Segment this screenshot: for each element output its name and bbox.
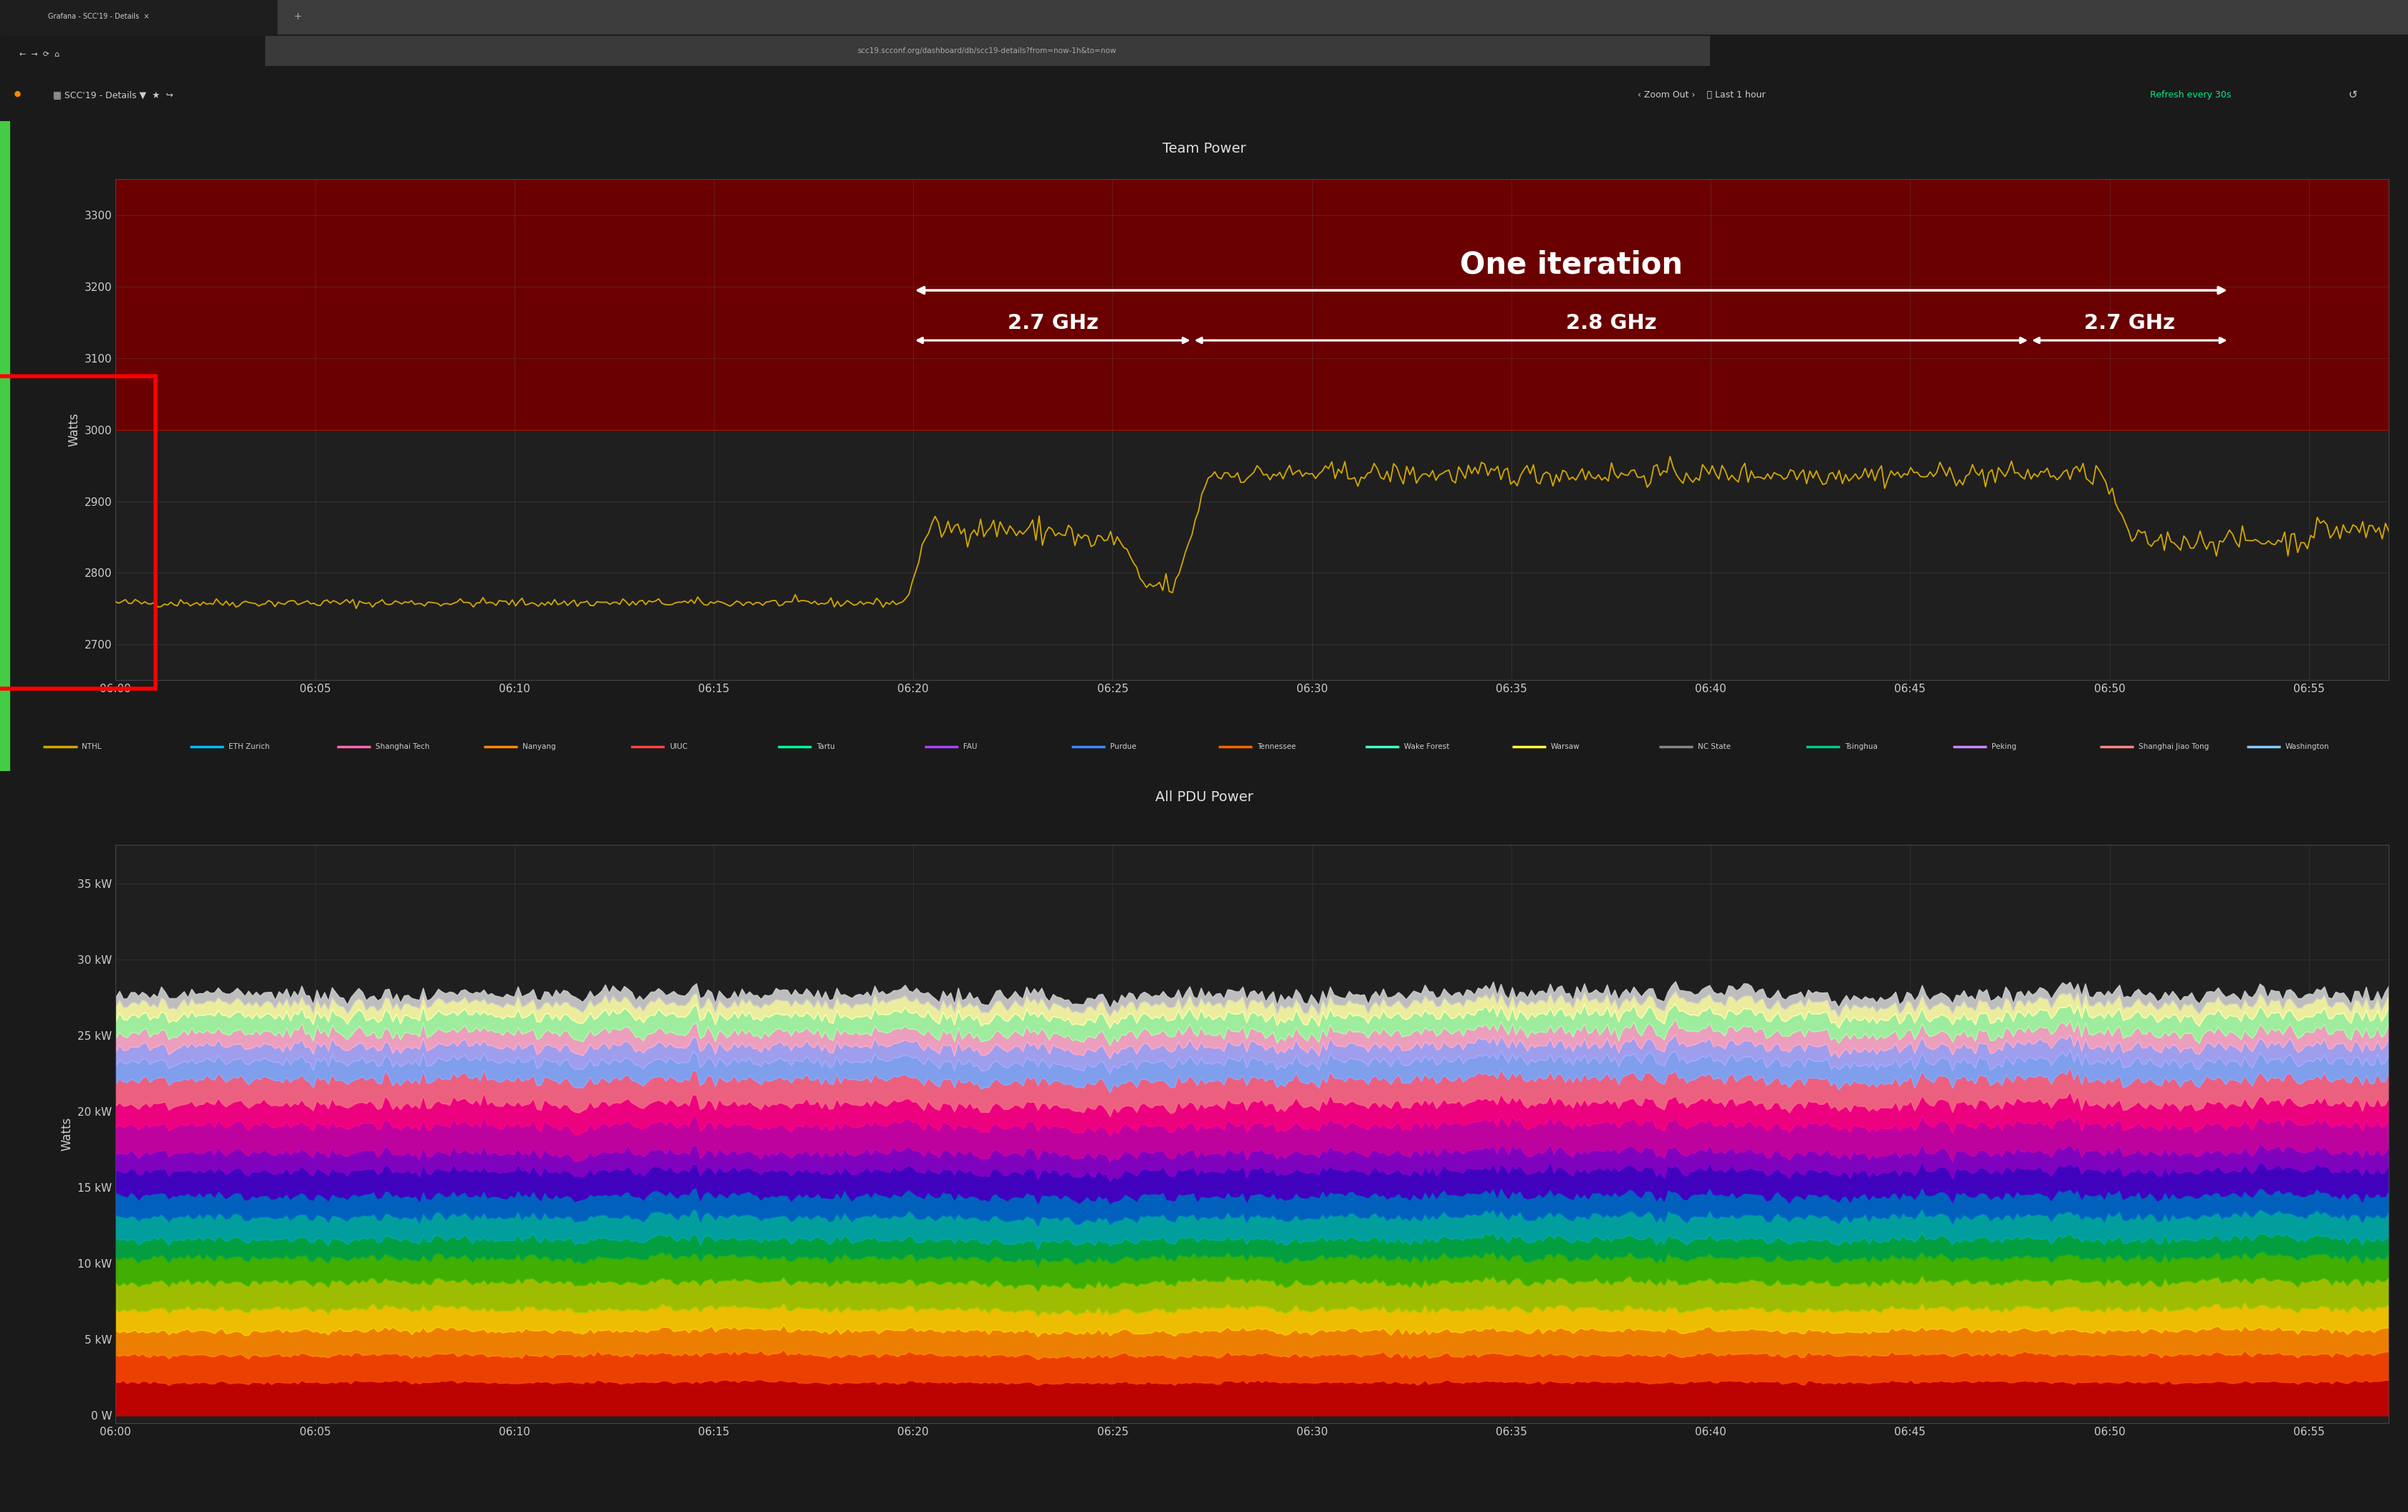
Text: One iteration: One iteration <box>1459 249 1683 280</box>
Text: Refresh every 30s: Refresh every 30s <box>2150 91 2232 100</box>
Text: ▦ SCC'19 - Details ▼  ★  ↪: ▦ SCC'19 - Details ▼ ★ ↪ <box>53 91 173 100</box>
Text: NC State: NC State <box>1698 742 1731 750</box>
Bar <box>265 35 1710 67</box>
Text: Nanyang: Nanyang <box>523 742 556 750</box>
Text: ↺: ↺ <box>2348 89 2357 101</box>
Text: Team Power: Team Power <box>1163 142 1245 156</box>
Text: Washington: Washington <box>2285 742 2329 750</box>
Text: All PDU Power: All PDU Power <box>1156 791 1252 804</box>
Text: FAU: FAU <box>963 742 978 750</box>
Text: 2.7 GHz: 2.7 GHz <box>2083 313 2174 333</box>
Text: ⚫: ⚫ <box>12 89 24 101</box>
Text: Shanghai Jiao Tong: Shanghai Jiao Tong <box>2138 742 2208 750</box>
Text: Shanghai Tech: Shanghai Tech <box>376 742 429 750</box>
Text: Purdue: Purdue <box>1110 742 1137 750</box>
Text: NTHL: NTHL <box>82 742 101 750</box>
Y-axis label: Watts: Watts <box>67 413 79 446</box>
Y-axis label: Watts: Watts <box>60 1117 75 1151</box>
Text: 2.8 GHz: 2.8 GHz <box>1565 313 1657 333</box>
Bar <box>0 376 157 688</box>
Text: Grafana - SCC'19 - Details  ×: Grafana - SCC'19 - Details × <box>48 14 149 20</box>
Bar <box>0 0 277 33</box>
Text: scc19.scconf.org/dashboard/db/scc19-details?from=now-1h&to=now: scc19.scconf.org/dashboard/db/scc19-deta… <box>857 47 1117 54</box>
Text: UIUC: UIUC <box>669 742 689 750</box>
Text: +: + <box>294 12 301 21</box>
Bar <box>0 0 2408 33</box>
Text: 2.7 GHz: 2.7 GHz <box>1007 313 1098 333</box>
Text: Tartu: Tartu <box>816 742 836 750</box>
Text: Wake Forest: Wake Forest <box>1404 742 1450 750</box>
Text: Warsaw: Warsaw <box>1551 742 1580 750</box>
Text: ETH Zurich: ETH Zurich <box>229 742 270 750</box>
Text: Tsinghua: Tsinghua <box>1845 742 1878 750</box>
Text: Peking: Peking <box>1991 742 2015 750</box>
Bar <box>0 121 10 771</box>
Text: ←  →  ⟳  ⌂: ← → ⟳ ⌂ <box>19 51 60 57</box>
Text: ‹ Zoom Out ›    ⏱ Last 1 hour: ‹ Zoom Out › ⏱ Last 1 hour <box>1637 91 1765 100</box>
Text: Tennessee: Tennessee <box>1257 742 1296 750</box>
